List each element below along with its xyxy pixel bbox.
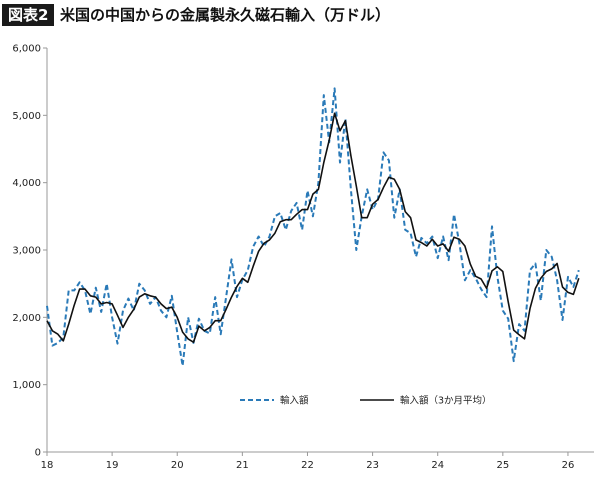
x-tick-label: 21 <box>236 460 249 471</box>
legend-label: 輸入額（3か月平均） <box>400 395 492 407</box>
chart-header: 図表2 米国の中国からの金属製永久磁石輸入（万ドル） <box>0 0 600 28</box>
x-tick-label: 25 <box>496 460 509 471</box>
chart-title: 米国の中国からの金属製永久磁石輸入（万ドル） <box>60 6 391 24</box>
y-tick-label: 0 <box>35 448 41 459</box>
x-tick-label: 18 <box>41 460 54 471</box>
chart-axes <box>46 48 594 453</box>
series-line-3month-average <box>46 112 580 344</box>
series-lines <box>46 87 580 367</box>
y-tick-label: 3,000 <box>12 246 41 257</box>
x-axis-ticks: 18 19 20 21 22 23 24 25 26 <box>41 452 575 471</box>
y-tick-label: 1,000 <box>12 380 41 391</box>
x-tick-label: 23 <box>366 460 379 471</box>
x-tick-label: 26 <box>562 460 575 471</box>
y-tick-label: 2,000 <box>12 313 41 324</box>
y-tick-label: 5,000 <box>12 111 41 122</box>
y-tick-label: 4,000 <box>12 178 41 189</box>
figure-badge: 図表2 <box>2 4 55 26</box>
y-tick-label: 6,000 <box>12 44 41 55</box>
legend-label: 輸入額 <box>280 395 309 407</box>
x-tick-label: 20 <box>171 460 184 471</box>
x-tick-label: 24 <box>431 460 444 471</box>
x-tick-label: 19 <box>106 460 119 471</box>
series-line-monthly <box>46 87 580 367</box>
x-tick-label: 22 <box>301 460 314 471</box>
y-axis-ticks: 0 1,000 2,000 3,000 4,000 5,000 6,000 <box>12 44 47 459</box>
chart-legend: 輸入額 輸入額（3か月平均） <box>240 395 492 407</box>
